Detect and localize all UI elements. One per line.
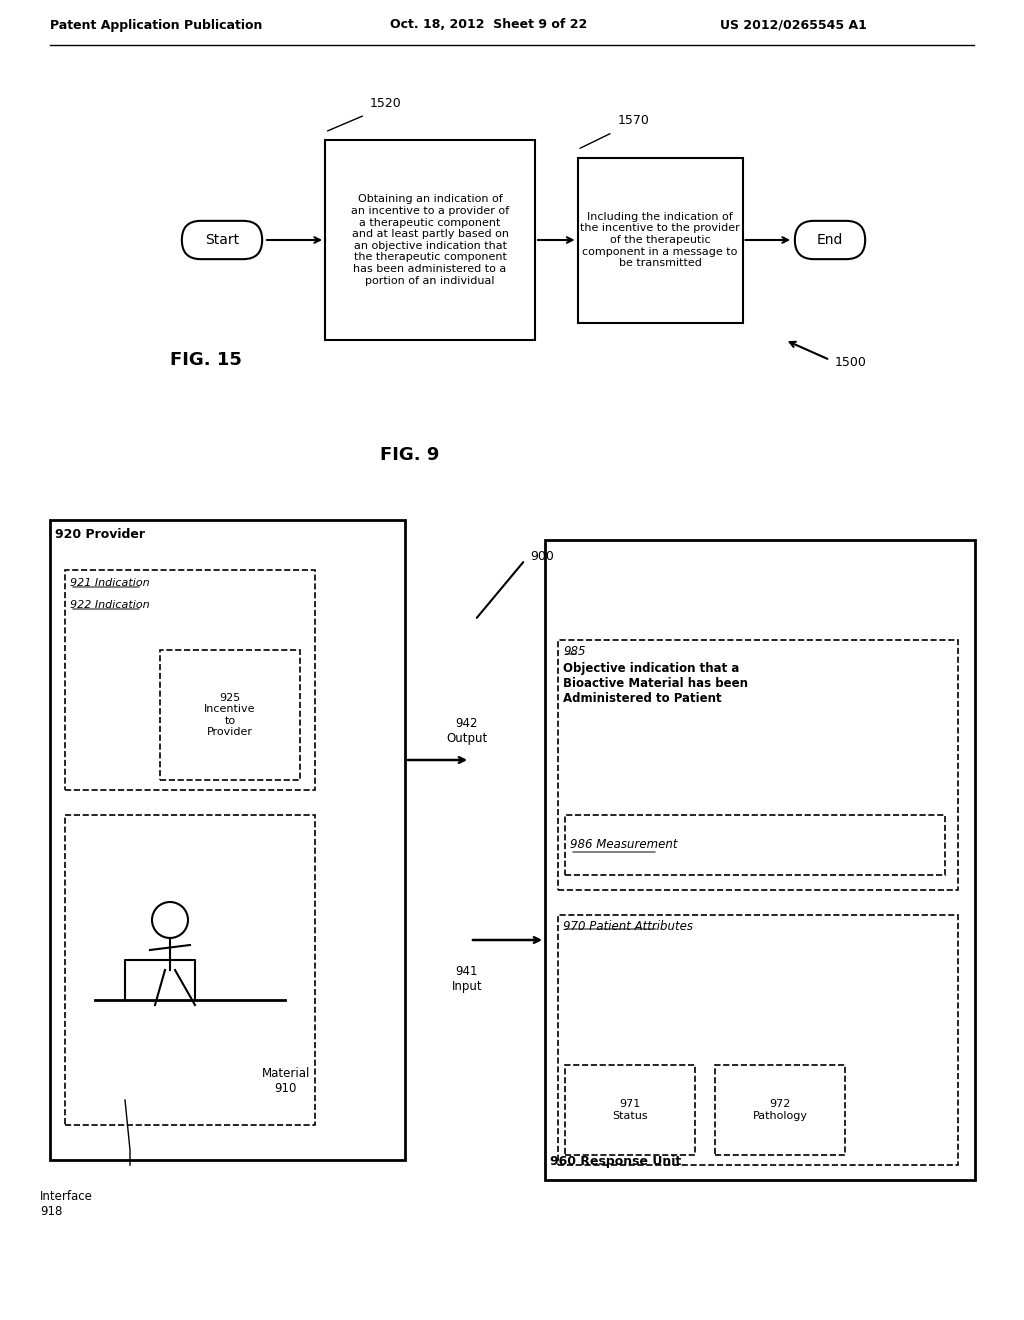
Text: 970 Patient Attributes: 970 Patient Attributes [563, 920, 693, 933]
Text: Objective indication that a
Bioactive Material has been
Administered to Patient: Objective indication that a Bioactive Ma… [563, 663, 748, 705]
Bar [545, 540, 975, 1180]
Bar [65, 570, 315, 789]
Bar [65, 814, 315, 1125]
Text: 1520: 1520 [370, 96, 401, 110]
Text: 972
Pathology: 972 Pathology [753, 1100, 808, 1121]
Bar [565, 1065, 695, 1155]
Text: 925
Incentive
to
Provider: 925 Incentive to Provider [204, 693, 256, 738]
Text: Interface
918: Interface 918 [40, 1191, 93, 1218]
FancyBboxPatch shape [795, 220, 865, 259]
Bar [565, 814, 945, 875]
Text: 941
Input: 941 Input [452, 965, 482, 993]
Bar [558, 915, 958, 1166]
Bar [558, 640, 958, 890]
FancyBboxPatch shape [325, 140, 535, 341]
Text: 960 Response Unit: 960 Response Unit [550, 1155, 681, 1168]
Text: Material
910: Material 910 [261, 1067, 310, 1096]
Text: 900: 900 [530, 550, 554, 564]
Text: Including the indication of
the incentive to the provider
of the therapeutic
com: Including the indication of the incentiv… [581, 211, 740, 268]
Text: Patent Application Publication: Patent Application Publication [50, 18, 262, 32]
Bar [160, 649, 300, 780]
Text: Obtaining an indication of
an incentive to a provider of
a therapeutic component: Obtaining an indication of an incentive … [351, 194, 509, 285]
Text: 1570: 1570 [617, 115, 649, 128]
Text: 920 Provider: 920 Provider [55, 528, 145, 541]
Text: 922 Indication: 922 Indication [70, 601, 150, 610]
Text: US 2012/0265545 A1: US 2012/0265545 A1 [720, 18, 867, 32]
Text: Start: Start [205, 234, 239, 247]
FancyBboxPatch shape [182, 220, 262, 259]
Text: 986 Measurement: 986 Measurement [570, 838, 678, 851]
Text: End: End [817, 234, 843, 247]
Text: 985: 985 [563, 645, 586, 657]
Text: 1500: 1500 [835, 356, 867, 370]
Text: 921 Indication: 921 Indication [70, 578, 150, 587]
Bar [715, 1065, 845, 1155]
Text: 971
Status: 971 Status [612, 1100, 648, 1121]
Text: FIG. 15: FIG. 15 [170, 351, 242, 370]
Text: Oct. 18, 2012  Sheet 9 of 22: Oct. 18, 2012 Sheet 9 of 22 [390, 18, 587, 32]
FancyBboxPatch shape [578, 157, 742, 322]
Bar [50, 520, 406, 1160]
Text: 942
Output: 942 Output [446, 717, 487, 744]
Text: FIG. 9: FIG. 9 [380, 446, 439, 465]
